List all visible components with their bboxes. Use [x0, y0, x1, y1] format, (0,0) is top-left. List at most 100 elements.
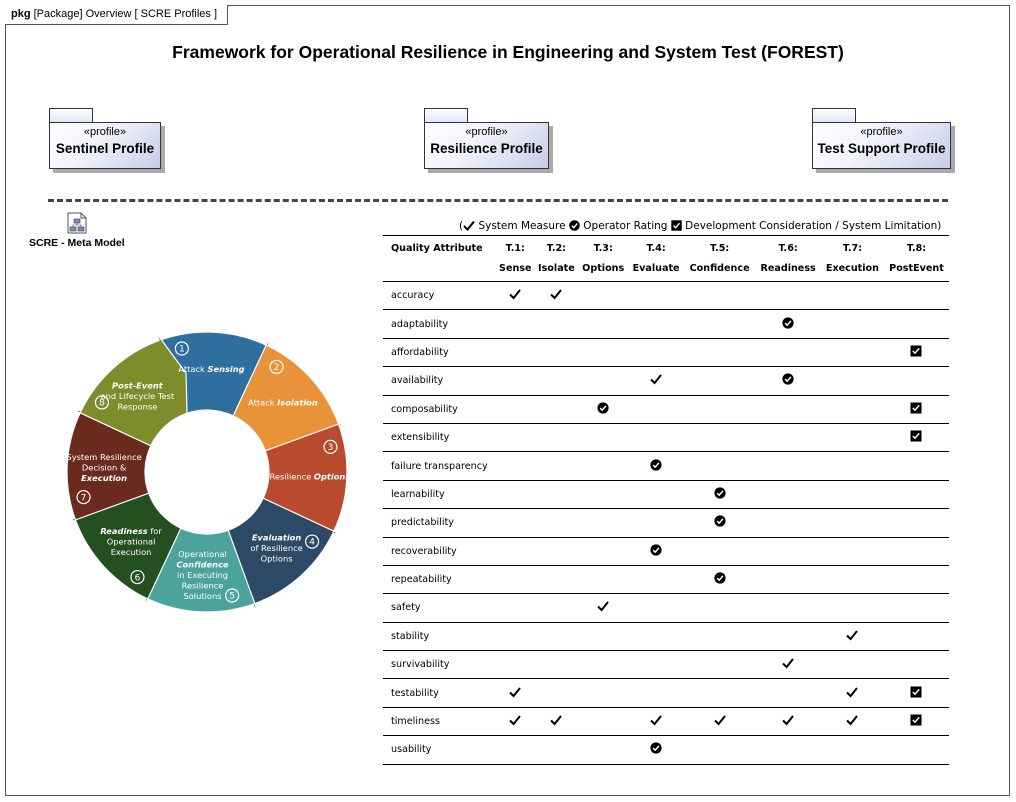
- matrix-cell: [820, 537, 884, 566]
- legend-operator-rating: Operator Rating: [583, 220, 668, 232]
- table-row: extensibility: [383, 423, 949, 453]
- matrix-cell: [820, 508, 884, 538]
- step-label: of Resilience: [250, 543, 302, 553]
- matrix-cell: [628, 366, 684, 396]
- meta-model-label[interactable]: SCRE - Meta Model: [29, 237, 125, 249]
- matrix-cell: [578, 451, 629, 481]
- matrix-cell: [755, 395, 821, 424]
- table-row: affordability: [383, 338, 949, 368]
- matrix-cell: [578, 650, 629, 680]
- legend-system-measure: System Measure: [478, 220, 566, 232]
- row-attribute: stability: [383, 622, 496, 652]
- column-name: Confidence: [689, 262, 750, 274]
- matrix-cell: [496, 451, 535, 481]
- matrix-cell: [820, 735, 884, 765]
- matrix-cell: [883, 309, 949, 339]
- package-body: «profile» Resilience Profile: [424, 122, 549, 169]
- matrix-cell: [534, 593, 579, 623]
- diagram-icon[interactable]: [67, 212, 87, 234]
- matrix-cell: [496, 650, 535, 680]
- matrix-cell: [496, 593, 535, 623]
- step-label: Execution: [111, 547, 152, 557]
- check-icon: [509, 289, 522, 300]
- package-stereotype: «profile»: [465, 126, 508, 138]
- matrix-cell: [534, 281, 579, 311]
- matrix-cell: [628, 309, 684, 339]
- matrix-cell: [820, 309, 884, 339]
- matrix-body: accuracy adaptability affordability availab…: [383, 281, 949, 765]
- matrix-cell: [578, 281, 629, 311]
- matrix-cell: [883, 508, 949, 538]
- header-col-8: T.8: PostEvent: [884, 236, 949, 282]
- matrix-cell: [683, 650, 756, 680]
- matrix-cell: [820, 650, 884, 680]
- row-attribute: predictability: [383, 508, 496, 538]
- row-attribute: affordability: [383, 338, 496, 368]
- matrix-cell: [683, 366, 756, 396]
- matrix-cell: [683, 593, 756, 623]
- matrix-cell: [496, 366, 535, 396]
- matrix-cell: [883, 735, 949, 765]
- matrix-cell: [820, 281, 884, 311]
- step-label: and Lifecycle Test: [101, 391, 175, 401]
- matrix-cell: [534, 650, 579, 680]
- matrix-cell: [755, 593, 821, 623]
- column-name: Execution: [825, 262, 879, 274]
- matrix-cell: [755, 423, 821, 453]
- column-name: Options: [582, 262, 625, 274]
- check-icon: [509, 715, 522, 726]
- matrix-cell: [628, 593, 684, 623]
- matrix-cell: [755, 309, 821, 339]
- diagram-title: Framework for Operational Resilience in …: [172, 42, 844, 62]
- circle-check-icon: [714, 487, 726, 499]
- circle-check-icon: [782, 316, 794, 329]
- check-icon: [463, 220, 475, 231]
- matrix-cell: [883, 366, 949, 396]
- table-row: safety: [383, 593, 949, 623]
- matrix-cell: [755, 735, 821, 765]
- step-number-badge: [225, 588, 240, 603]
- matrix-cell: [820, 423, 884, 453]
- matrix-cell: [820, 593, 884, 623]
- matrix-cell: [496, 537, 535, 566]
- matrix-cell: [496, 678, 535, 708]
- step-label: Options: [261, 553, 293, 563]
- matrix-cell: [820, 395, 884, 424]
- column-code: T.4:: [646, 242, 666, 254]
- cycle-step-3: 3 Resilience Options: [270, 439, 350, 481]
- row-attribute: extensibility: [383, 423, 496, 453]
- step-label: Confidence: [176, 559, 229, 569]
- box-check-icon: [671, 220, 682, 231]
- matrix-cell: [496, 395, 535, 424]
- matrix-cell: [534, 451, 579, 481]
- matrix-cell: [820, 480, 884, 510]
- row-attribute: availability: [383, 366, 496, 396]
- matrix-cell: [755, 480, 821, 510]
- matrix-cell: [628, 395, 684, 424]
- step-number: 4: [309, 538, 315, 548]
- matrix-cell: [755, 338, 821, 368]
- matrix-cell: [628, 650, 684, 680]
- box-check-icon: [910, 714, 922, 726]
- step-number: 5: [229, 592, 235, 602]
- matrix-cell: [755, 650, 821, 680]
- package-name: Test Support Profile: [817, 141, 946, 156]
- check-icon: [597, 601, 609, 612]
- matrix-cell: [883, 451, 949, 481]
- matrix-cell: [534, 480, 579, 510]
- table-row: learnability: [383, 480, 949, 510]
- row-attribute: survivability: [383, 650, 496, 680]
- matrix-cell: [683, 508, 756, 538]
- matrix-cell: [534, 309, 579, 339]
- matrix-cell: [578, 338, 629, 368]
- check-icon: [650, 374, 662, 385]
- step-number-badge: [76, 490, 91, 505]
- matrix-cell: [755, 451, 821, 481]
- column-name: Readiness: [760, 262, 816, 274]
- circle-check-icon: [782, 373, 794, 385]
- matrix-cell: [683, 537, 756, 566]
- matrix-cell: [496, 565, 535, 595]
- step-label: Operational: [178, 549, 227, 559]
- header-col-5: T.5: Confidence: [684, 236, 755, 282]
- package-body: «profile» Sentinel Profile: [49, 122, 161, 169]
